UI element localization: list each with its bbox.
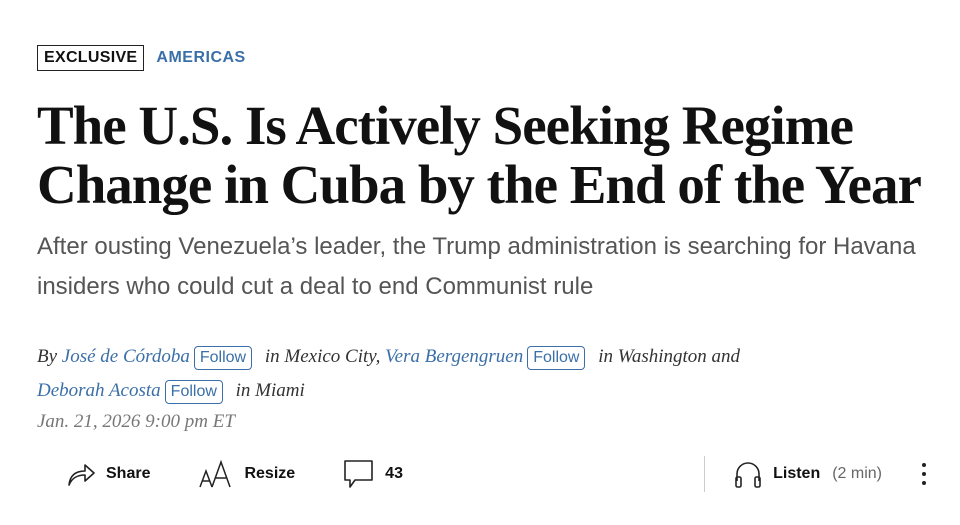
- byline: By José de Córdoba Follow in Mexico City,…: [37, 340, 917, 408]
- share-button[interactable]: Share: [66, 461, 150, 487]
- listen-duration: (2 min): [832, 465, 882, 482]
- more-icon-dot: [922, 472, 926, 476]
- author-link[interactable]: José de Córdoba: [61, 346, 190, 367]
- author-location: in Miami: [235, 380, 305, 401]
- follow-button[interactable]: Follow: [527, 345, 586, 370]
- comments-button[interactable]: 43: [343, 458, 403, 490]
- headline: The U.S. Is Actively Seeking Regime Chan…: [37, 95, 922, 215]
- more-icon-dot: [922, 481, 926, 485]
- dek: After ousting Venezuela’s leader, the Tr…: [37, 233, 916, 300]
- follow-button[interactable]: Follow: [193, 345, 253, 370]
- comment-icon: [344, 460, 373, 488]
- author-location: in Mexico City,: [264, 346, 381, 367]
- listen-label: Listen: [773, 465, 821, 482]
- article-tags: EXCLUSIVE AMERICAS: [37, 45, 246, 71]
- author-link[interactable]: Vera Bergengruen: [385, 346, 524, 367]
- resize-label: Resize: [244, 465, 296, 482]
- follow-button[interactable]: Follow: [164, 379, 223, 404]
- author-location: in Washington and: [598, 346, 741, 367]
- by-label: By: [37, 346, 58, 367]
- share-icon: [68, 464, 95, 486]
- font-size-icon: [199, 459, 232, 488]
- headphones-icon: [735, 462, 761, 488]
- listen-section: Listen (2 min): [704, 456, 926, 492]
- share-label: Share: [106, 465, 151, 482]
- resize-button[interactable]: Resize: [198, 459, 295, 489]
- more-options-button[interactable]: [922, 463, 926, 485]
- publish-date: Jan. 21, 2026 9:00 pm ET: [37, 411, 235, 432]
- comment-count: 43: [385, 465, 403, 482]
- author-link[interactable]: Deborah Acosta: [37, 380, 161, 401]
- exclusive-badge: EXCLUSIVE: [37, 45, 145, 71]
- section-link[interactable]: AMERICAS: [156, 49, 246, 66]
- more-icon: [922, 463, 926, 467]
- article-toolbar: Share Resize 43 Listen (2 min): [66, 456, 926, 492]
- listen-button[interactable]: Listen: [733, 459, 820, 489]
